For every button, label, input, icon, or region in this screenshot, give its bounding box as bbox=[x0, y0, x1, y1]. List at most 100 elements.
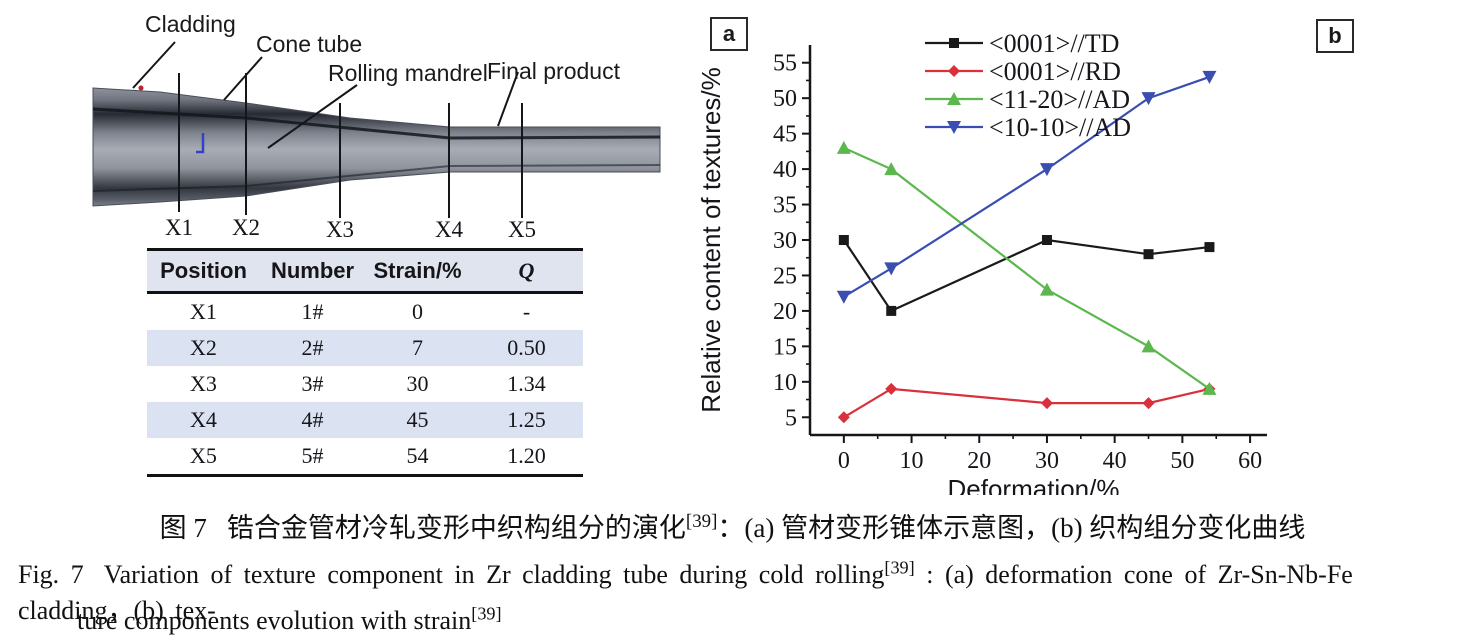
series-line bbox=[843, 146, 1211, 390]
table-row: X1 1# 0 - bbox=[147, 293, 583, 331]
table-row: X4 4# 45 1.25 bbox=[147, 402, 583, 438]
cell-number: 2# bbox=[260, 330, 365, 366]
y-tick-label: 15 bbox=[773, 334, 797, 360]
panel-a-badge: a bbox=[710, 17, 748, 51]
caption-en2-text: ture components evolution with strain bbox=[77, 606, 472, 635]
tube-bore-line bbox=[92, 107, 661, 140]
legend-label: <11-20>//AD bbox=[989, 85, 1130, 114]
marker-triangle-down bbox=[1141, 92, 1156, 106]
marker-square bbox=[886, 305, 897, 316]
marker-diamond bbox=[885, 382, 898, 395]
position-label-x1: X1 bbox=[165, 215, 193, 240]
caption-cn-text: 锆合金管材冷轧变形中织构组分的演化 bbox=[226, 513, 686, 543]
x-tick-label: 10 bbox=[900, 448, 924, 474]
y-tick-label: 45 bbox=[773, 122, 797, 148]
marker-triangle-up bbox=[884, 162, 899, 176]
y-tick-label: 30 bbox=[773, 228, 797, 254]
position-label-x3: X3 bbox=[326, 217, 354, 242]
reference-marker: [39] bbox=[685, 511, 718, 532]
cone-tube-label: Cone tube bbox=[256, 31, 362, 57]
tube-lower-line bbox=[92, 164, 661, 192]
col-header-strain: Strain/% bbox=[365, 249, 470, 294]
caption-en-text: Variation of texture component in Zr cla… bbox=[103, 560, 885, 589]
cell-number: 4# bbox=[260, 402, 365, 438]
position-label-x4: X4 bbox=[435, 217, 464, 242]
marker-diamond bbox=[1040, 397, 1053, 410]
cell-strain: 30 bbox=[406, 371, 429, 396]
caption-english-line2: ture components evolution with strain[39… bbox=[77, 603, 502, 636]
cell-position: X4 bbox=[147, 402, 260, 438]
marker-square bbox=[1204, 242, 1215, 253]
legend-label: <0001>//TD bbox=[989, 29, 1119, 58]
caption-chinese: 图 7 锆合金管材冷轧变形中织构组分的演化[39]：(a) 管材变形锥体示意图，(… bbox=[20, 506, 1445, 545]
marker-triangle-down bbox=[947, 121, 961, 134]
y-tick-label: 50 bbox=[773, 86, 797, 112]
rolling-mandrel-leader bbox=[267, 84, 358, 149]
red-reference-dot bbox=[138, 85, 144, 91]
cladding-label: Cladding bbox=[145, 11, 236, 37]
x-tick-label: 60 bbox=[1238, 448, 1262, 474]
x-tick-label: 30 bbox=[1035, 448, 1059, 474]
marker-triangle-down bbox=[836, 290, 851, 304]
strain-table: Position Number Strain/% Q X1 1# 0 - X2 … bbox=[147, 248, 583, 477]
x-tick-label: 0 bbox=[838, 448, 850, 474]
cell-q: - bbox=[522, 299, 531, 324]
blue-coordinate-mark bbox=[196, 133, 205, 154]
position-lines bbox=[178, 73, 523, 218]
y-tick-label: 40 bbox=[773, 157, 797, 183]
marker-triangle-up bbox=[1202, 381, 1217, 395]
legend-label: <0001>//RD bbox=[989, 57, 1121, 86]
x-tick-label: 20 bbox=[967, 448, 991, 474]
marker-triangle-down bbox=[1202, 70, 1217, 84]
reference-marker: [39] bbox=[884, 557, 915, 578]
series-line bbox=[843, 387, 1210, 419]
reference-marker: [39] bbox=[471, 603, 502, 624]
table-row: X2 2# 7 0.50 bbox=[147, 330, 583, 366]
y-axis-title: Relative content of textures/% bbox=[696, 67, 726, 412]
y-tick-label: 55 bbox=[773, 51, 797, 77]
cell-position: X2 bbox=[147, 330, 260, 366]
marker-triangle-up bbox=[836, 140, 851, 154]
y-tick-label: 10 bbox=[773, 370, 797, 396]
deformation-cone-schematic: Cladding Cone tube Rolling mandrel Final… bbox=[92, 11, 661, 242]
col-header-number: Number bbox=[260, 249, 365, 294]
cell-position: X5 bbox=[190, 443, 217, 468]
cell-position: X1 bbox=[190, 299, 217, 324]
marker-square bbox=[949, 38, 959, 48]
y-tick-label: 20 bbox=[773, 299, 797, 325]
cladding-leader bbox=[132, 41, 176, 89]
col-header-position: Position bbox=[147, 249, 260, 294]
y-tick-label: 5 bbox=[785, 405, 797, 431]
cone-tube-leader bbox=[223, 56, 263, 101]
marker-square bbox=[1143, 249, 1154, 260]
cell-strain: 54 bbox=[406, 443, 429, 468]
x-tick-label: 50 bbox=[1170, 448, 1194, 474]
y-tick-label: 35 bbox=[773, 193, 797, 219]
cell-q: 1.25 bbox=[470, 402, 583, 438]
marker-triangle-down bbox=[1039, 163, 1054, 177]
panel-b-badge: b bbox=[1316, 19, 1354, 53]
cell-position: X3 bbox=[190, 371, 217, 396]
figure-number-en: Fig. 7 bbox=[18, 560, 84, 589]
x-axis-title: Deformation/% bbox=[948, 474, 1120, 495]
final-product-leader bbox=[497, 71, 519, 127]
leader-lines bbox=[132, 41, 519, 149]
marker-triangle-down bbox=[884, 262, 899, 276]
cell-q: 0.50 bbox=[470, 330, 583, 366]
caption-english-line1: Fig. 7 Variation of texture component in … bbox=[18, 557, 1458, 627]
marker-square bbox=[838, 235, 849, 245]
table-row: X3 3# 30 1.34 bbox=[147, 366, 583, 402]
rolling-mandrel-label: Rolling mandrel bbox=[328, 60, 488, 86]
marker-diamond bbox=[837, 411, 850, 424]
cell-strain: 45 bbox=[365, 402, 470, 438]
caption-cn-text2: ：(a) 管材变形锥体示意图，(b) 织构组分变化曲线 bbox=[717, 513, 1306, 543]
cell-strain: 0 bbox=[412, 299, 423, 324]
table-row: X5 5# 54 1.20 bbox=[147, 438, 583, 476]
marker-triangle-up bbox=[947, 92, 961, 105]
marker-triangle-up bbox=[1039, 282, 1054, 296]
legend-label: <10-10>//AD bbox=[989, 113, 1131, 142]
marker-diamond bbox=[1142, 397, 1155, 410]
table-header-row: Position Number Strain/% Q bbox=[147, 249, 583, 294]
cell-number: 1# bbox=[301, 299, 324, 324]
